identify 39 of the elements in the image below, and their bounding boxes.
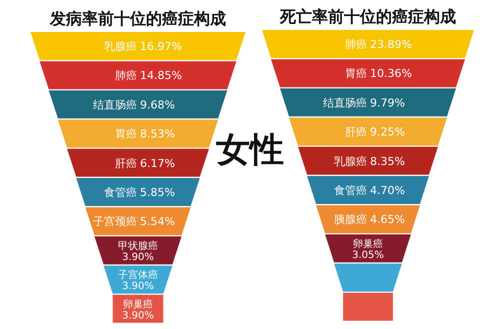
text: 发病率前十位的癌症构成: [49, 9, 226, 28]
data-label: 16.97%: [140, 40, 182, 53]
data-label: 3.90%: [122, 281, 154, 292]
text: 女性: [215, 129, 285, 172]
text: 死亡率前十位的癌症构成: [279, 7, 456, 26]
data-label: 8.53%: [140, 128, 175, 141]
category-label: 肺癌: [345, 38, 367, 51]
data-label: 5.85%: [140, 186, 175, 199]
category-label: 胃癌: [345, 67, 367, 80]
data-label: 8.35%: [370, 154, 405, 168]
category-label: 子宫颈癌: [93, 215, 137, 228]
data-label: 3.90%: [122, 310, 154, 322]
data-label: 3.90%: [122, 252, 154, 263]
category-label: 卵巢癌: [123, 298, 153, 310]
data-label: 23.89%: [370, 38, 412, 51]
data-label: 10.36%: [370, 67, 412, 80]
data-label: 4.70%: [370, 184, 405, 197]
category-label: 食管癌: [334, 184, 367, 197]
data-label: 9.79%: [370, 96, 405, 110]
data-label: 6.17%: [140, 156, 175, 170]
category-label: 卵巢癌: [353, 238, 383, 250]
data-label: 14.85%: [140, 69, 182, 82]
category-label: 胰腺癌: [334, 213, 367, 226]
category-label: 甲状腺癌: [118, 240, 158, 252]
category-label: 结直肠癌: [93, 98, 137, 112]
category-label: 乳腺癌: [104, 40, 137, 53]
data-label: 4.65%: [370, 213, 405, 226]
category-label: 乳腺癌: [334, 154, 367, 168]
data-label: 9.68%: [140, 98, 175, 112]
category-label: 胃癌: [115, 128, 137, 141]
category-label: 结直肠癌: [323, 96, 367, 110]
category-label: 食管癌: [104, 186, 137, 199]
data-label: 5.54%: [140, 215, 175, 228]
category-label: 肺癌: [115, 69, 137, 82]
data-label: 3.05%: [352, 250, 384, 261]
category-label: 肝癌: [345, 126, 367, 139]
category-label: 肝癌: [115, 156, 137, 170]
category-label: 子宫体癌: [118, 269, 158, 282]
data-label: 9.25%: [370, 126, 405, 139]
